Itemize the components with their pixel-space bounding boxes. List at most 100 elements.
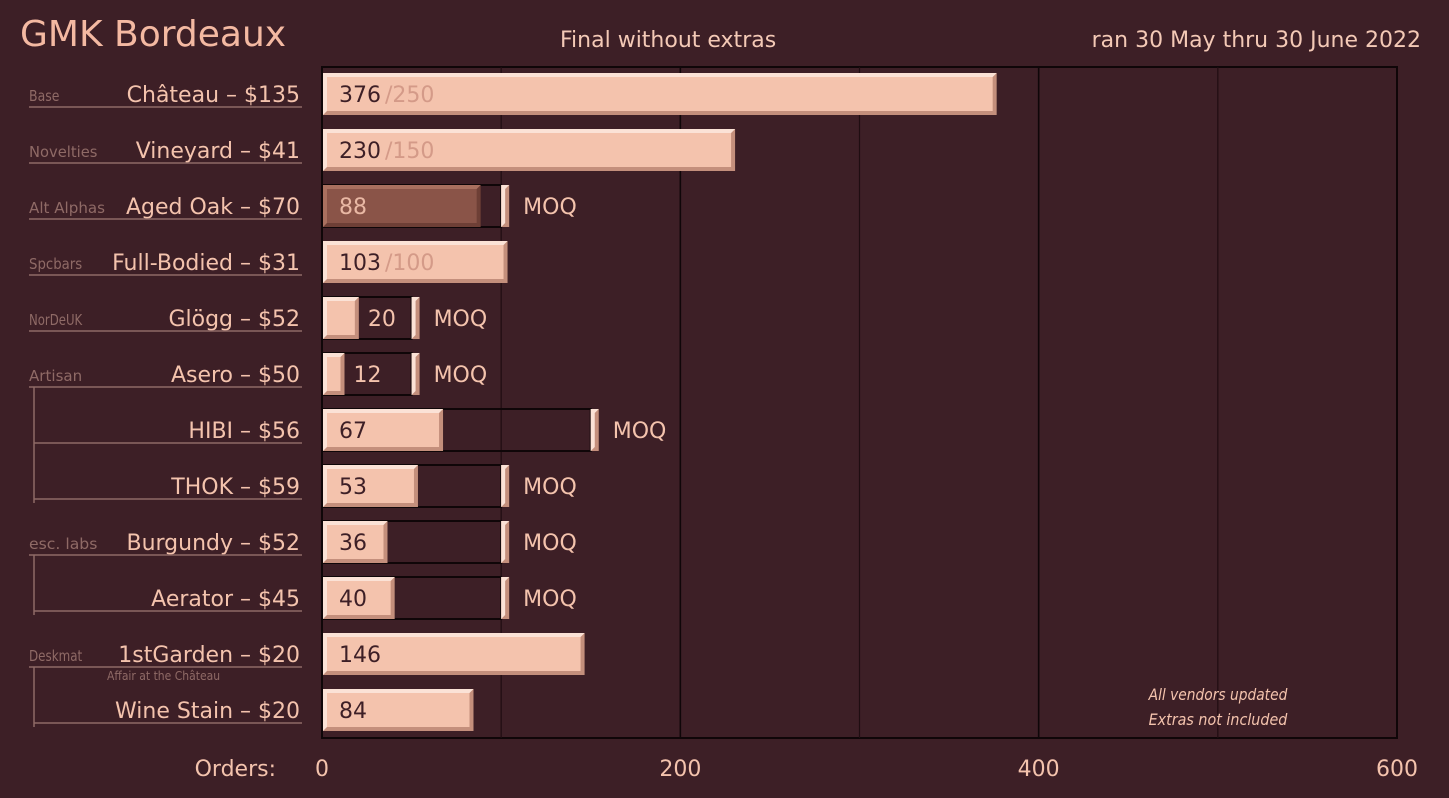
value-bar <box>323 465 418 507</box>
value-number: 67 <box>339 419 367 444</box>
value-number: 36 <box>339 531 367 556</box>
value-bar <box>323 129 736 171</box>
value-label: 146 <box>339 643 381 668</box>
value-number: 103 <box>339 251 381 276</box>
value-label: 230/150 <box>339 139 434 164</box>
value-bar <box>323 353 345 395</box>
run-dates: ran 30 May thru 30 June 2022 <box>1091 28 1421 53</box>
value-bar-face <box>327 189 477 223</box>
value-label: 12 <box>354 363 382 388</box>
target-label: /150 <box>385 139 434 164</box>
value-bar <box>323 241 508 283</box>
value-number: 88 <box>339 195 367 220</box>
category-label: HIBI – $56 <box>188 419 300 444</box>
value-number: 40 <box>339 587 367 612</box>
moq-label: MOQ <box>434 363 488 388</box>
category-label: Burgundy – $52 <box>126 531 300 556</box>
moq-label: MOQ <box>523 531 577 556</box>
category-label: Aged Oak – $70 <box>126 195 300 220</box>
value-label: 53 <box>339 475 367 500</box>
moq-marker-highlight <box>501 521 510 563</box>
value-label: 103/100 <box>339 251 434 276</box>
value-label: 84 <box>339 699 367 724</box>
value-bar-face <box>327 525 384 559</box>
value-label: 67 <box>339 419 367 444</box>
moq-marker <box>411 297 420 339</box>
category-label: Aerator – $45 <box>151 587 300 612</box>
moq-marker <box>501 465 510 507</box>
moq-marker <box>501 185 510 227</box>
value-number: 84 <box>339 699 367 724</box>
group-label: Deskmat <box>29 647 82 665</box>
group-label: esc. labs <box>29 535 98 553</box>
value-bar <box>323 297 359 339</box>
value-bar-face <box>327 357 341 391</box>
value-bar-highlight <box>323 353 345 395</box>
chart-subtitle: Final without extras <box>560 28 777 53</box>
value-number: 53 <box>339 475 367 500</box>
moq-marker <box>411 353 420 395</box>
value-bar <box>323 521 388 563</box>
value-number: 376 <box>339 83 381 108</box>
value-bar <box>323 633 585 675</box>
moq-label: MOQ <box>434 307 488 332</box>
category-label: Château – $135 <box>127 83 300 108</box>
value-label: 36 <box>339 531 367 556</box>
moq-marker-highlight <box>411 297 420 339</box>
value-bar-face <box>327 469 414 503</box>
value-bar-face <box>327 77 993 111</box>
note-annotation: All vendors updated <box>1148 685 1288 704</box>
category-label: Asero – $50 <box>171 363 300 388</box>
moq-marker <box>590 409 599 451</box>
value-bar <box>323 689 474 731</box>
value-number: 12 <box>354 363 382 388</box>
target-label: /250 <box>385 83 434 108</box>
value-label: 88 <box>339 195 367 220</box>
category-label: Full-Bodied – $31 <box>112 251 300 276</box>
value-bar <box>323 577 395 619</box>
group-label: NorDeUK <box>29 311 83 329</box>
category-label: Glögg – $52 <box>168 307 300 332</box>
moq-label: MOQ <box>523 475 577 500</box>
x-axis-label: Orders: <box>195 757 276 782</box>
moq-marker <box>501 577 510 619</box>
group-label: Base <box>29 87 59 105</box>
value-label: 376/250 <box>339 83 434 108</box>
value-label: 20 <box>368 307 396 332</box>
moq-marker-highlight <box>590 409 599 451</box>
value-bar-face <box>327 693 470 727</box>
moq-label: MOQ <box>613 419 667 444</box>
category-sublabel: Affair at the Château <box>107 669 220 683</box>
category-label: Wine Stain – $20 <box>115 699 300 724</box>
value-bar-face <box>327 133 732 167</box>
value-bar-face <box>327 413 440 447</box>
category-label: THOK – $59 <box>170 475 300 500</box>
group-label: Novelties <box>29 143 98 161</box>
category-label: 1stGarden – $20 <box>118 643 300 668</box>
moq-marker-highlight <box>501 465 510 507</box>
chart-title: GMK Bordeaux <box>20 14 287 55</box>
value-bar <box>323 409 444 451</box>
moq-label: MOQ <box>523 195 577 220</box>
value-bar <box>323 185 481 227</box>
x-tick-label: 600 <box>1376 757 1418 782</box>
target-label: /100 <box>385 251 434 276</box>
value-bar-face <box>327 637 581 671</box>
group-label: Spcbars <box>29 255 82 273</box>
moq-marker-highlight <box>411 353 420 395</box>
value-bar-highlight <box>323 297 359 339</box>
moq-marker-highlight <box>501 185 510 227</box>
x-tick-label: 400 <box>1018 757 1060 782</box>
value-number: 230 <box>339 139 381 164</box>
value-bar-face <box>327 581 391 615</box>
value-bar-face <box>327 245 504 279</box>
value-bar <box>323 73 997 115</box>
moq-marker <box>501 521 510 563</box>
value-number: 20 <box>368 307 396 332</box>
value-number: 146 <box>339 643 381 668</box>
value-label: 40 <box>339 587 367 612</box>
x-tick-label: 200 <box>659 757 701 782</box>
moq-label: MOQ <box>523 587 577 612</box>
group-label: Alt Alphas <box>29 199 105 217</box>
group-label: Artisan <box>29 367 82 385</box>
